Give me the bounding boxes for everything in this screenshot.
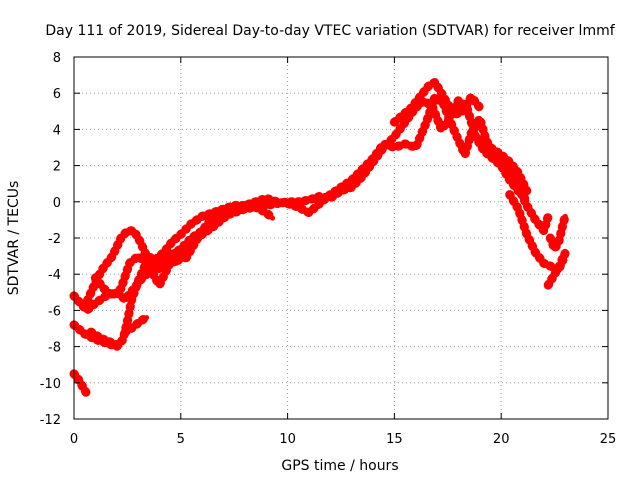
x-tick-label: 5 <box>177 432 185 447</box>
series-markers-arc-11 <box>545 211 570 254</box>
x-tick-label: 15 <box>386 432 403 447</box>
y-tick-label: -8 <box>48 341 61 356</box>
y-axis-label: SDTVAR / TECUs <box>6 181 22 296</box>
y-tick-label: -10 <box>40 377 61 392</box>
y-tick-label: 6 <box>53 87 61 102</box>
x-tick-label: 25 <box>600 432 617 447</box>
x-axis-label: GPS time / hours <box>281 458 398 474</box>
x-tick-label: 20 <box>493 432 510 447</box>
series-markers-arc-9 <box>475 135 532 196</box>
series-markers-arc-12 <box>543 248 570 290</box>
y-tick-label: -6 <box>48 304 61 319</box>
y-tick-label: 8 <box>53 51 61 66</box>
series-markers-arc-1 <box>69 369 92 399</box>
series-markers-arc-10 <box>505 190 568 276</box>
y-tick-labels: -12 -10 -8 -6 -4 -2 0 2 4 6 8 <box>40 51 61 428</box>
axis-ticks <box>73 56 609 420</box>
y-tick-label: 4 <box>53 123 61 138</box>
grid-lines <box>74 57 608 419</box>
chart-title: Day 111 of 2019, Sidereal Day-to-day VTE… <box>45 23 615 39</box>
series-markers-arc-3 <box>69 92 553 352</box>
data-series <box>69 77 570 399</box>
series-markers-arc-4 <box>80 200 278 312</box>
series-markers-arc-6 <box>86 327 122 350</box>
x-tick-labels: 0 5 10 15 20 25 <box>70 432 616 447</box>
x-tick-label: 10 <box>279 432 296 447</box>
y-tick-label: 0 <box>53 196 61 211</box>
series-markers-arc-7 <box>120 313 152 337</box>
y-tick-label: -12 <box>40 413 61 428</box>
y-tick-label: 2 <box>53 160 61 175</box>
y-tick-label: -2 <box>48 232 61 247</box>
y-tick-label: -4 <box>48 268 61 283</box>
x-tick-label: 0 <box>70 432 78 447</box>
series-markers-arc-5 <box>90 204 233 301</box>
series-markers-arc-8 <box>389 77 485 127</box>
